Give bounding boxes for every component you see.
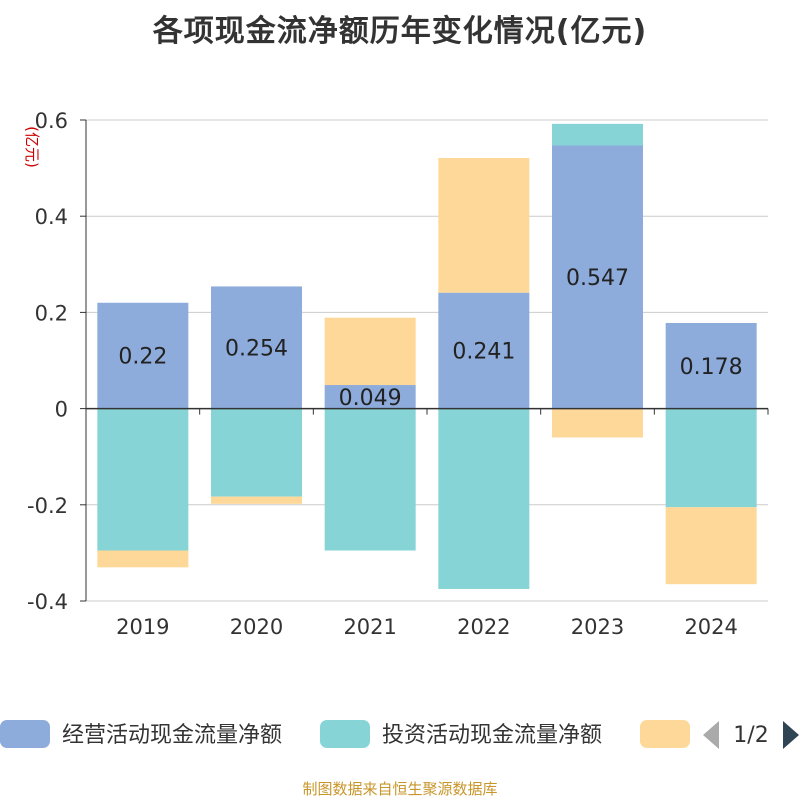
legend-label[interactable]: 投资活动现金流量净额 <box>382 723 602 748</box>
y-tick-label: 0.4 <box>35 205 68 229</box>
bar-operating-2019[interactable] <box>97 302 189 409</box>
bar-investing-2019[interactable] <box>97 408 189 551</box>
y-tick-label: 0.2 <box>35 301 68 325</box>
legend-swatch-financing[interactable] <box>640 720 690 748</box>
y-tick-label: -0.4 <box>27 590 68 614</box>
data-label: 0.254 <box>225 337 288 362</box>
legend-swatch-operating[interactable] <box>0 720 50 748</box>
data-label: 0.178 <box>680 355 743 380</box>
bar-operating-2021[interactable] <box>324 385 416 409</box>
x-tick-label: 2020 <box>230 615 283 639</box>
y-unit-label: (亿元) <box>23 126 41 168</box>
legend-label[interactable]: 经营活动现金流量净额 <box>62 723 282 748</box>
legend-page-indicator: 1/2 <box>733 723 768 748</box>
source-footer: 制图数据来自恒生聚源数据库 <box>302 780 498 798</box>
bar-investing-2022[interactable] <box>438 408 530 589</box>
x-tick-label: 2022 <box>457 615 510 639</box>
y-tick-label: 0 <box>55 398 68 422</box>
bar-operating-2023[interactable] <box>552 145 643 409</box>
data-label: 0.547 <box>566 266 629 291</box>
x-tick-label: 2019 <box>116 615 169 639</box>
bar-financing-2019[interactable] <box>97 550 189 568</box>
triangle-right-icon[interactable] <box>783 721 799 749</box>
bar-financing-2020[interactable] <box>211 496 302 504</box>
x-tick-label: 2024 <box>684 615 737 639</box>
bar-investing-2023[interactable] <box>552 123 643 146</box>
chart-title: 各项现金流净额历年变化情况(亿元) <box>152 14 648 49</box>
bar-investing-2020[interactable] <box>211 408 302 497</box>
bar-financing-2022[interactable] <box>438 157 530 293</box>
data-label: 0.241 <box>452 340 515 365</box>
bar-investing-2024[interactable] <box>665 408 757 508</box>
x-tick-label: 2021 <box>343 615 396 639</box>
data-label: 0.049 <box>339 386 402 411</box>
bar-investing-2021[interactable] <box>324 408 416 551</box>
bar-financing-2023[interactable] <box>552 408 643 438</box>
y-tick-label: -0.2 <box>27 494 68 518</box>
bar-financing-2021[interactable] <box>324 317 416 386</box>
bar-operating-2020[interactable] <box>211 286 302 409</box>
triangle-left-icon[interactable] <box>703 721 719 749</box>
x-tick-label: 2023 <box>571 615 624 639</box>
data-label: 0.22 <box>118 345 167 370</box>
legend-swatch-investing[interactable] <box>320 720 370 748</box>
bar-operating-2022[interactable] <box>438 292 530 409</box>
bar-operating-2024[interactable] <box>665 322 757 409</box>
bar-financing-2024[interactable] <box>665 507 757 585</box>
y-tick-label: 0.6 <box>35 109 68 133</box>
